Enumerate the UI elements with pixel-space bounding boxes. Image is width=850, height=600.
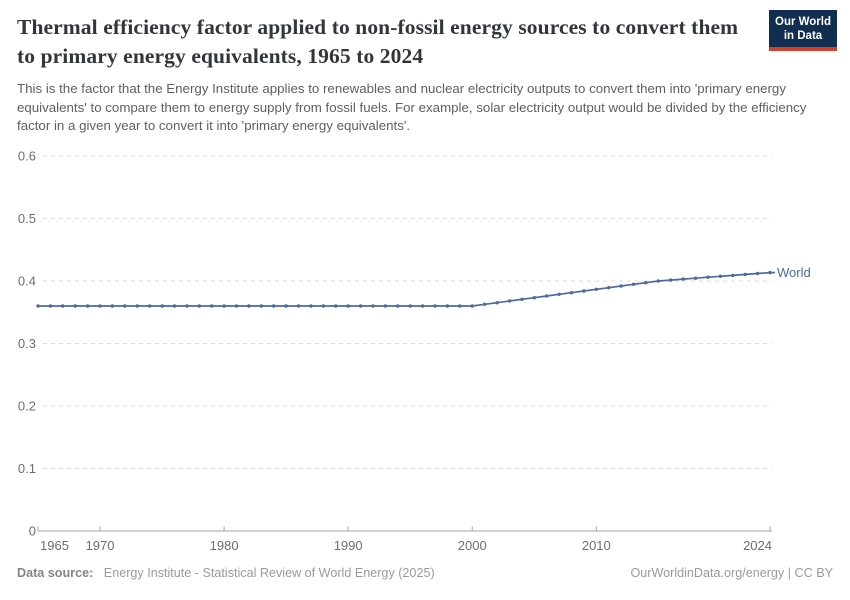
series-line-world[interactable] bbox=[38, 271, 771, 307]
data-point[interactable] bbox=[482, 302, 487, 306]
data-point[interactable] bbox=[247, 304, 251, 308]
data-point[interactable] bbox=[731, 273, 735, 278]
y-axis-tick-label: 0.5 bbox=[18, 211, 36, 226]
data-point[interactable] bbox=[718, 274, 723, 278]
owid-logo-line2: in Data bbox=[783, 30, 823, 42]
data-point[interactable] bbox=[36, 304, 40, 308]
data-point[interactable] bbox=[110, 304, 115, 308]
data-point[interactable] bbox=[210, 304, 214, 308]
data-point[interactable] bbox=[309, 304, 313, 308]
data-point[interactable] bbox=[284, 304, 288, 308]
data-point[interactable] bbox=[98, 304, 102, 308]
data-point[interactable] bbox=[420, 304, 425, 308]
x-axis-tick-label: 2010 bbox=[582, 538, 611, 553]
data-point[interactable] bbox=[383, 304, 388, 308]
y-axis-tick-label: 0.4 bbox=[18, 274, 36, 289]
data-point[interactable] bbox=[396, 304, 400, 308]
data-source-label: Data source: bbox=[17, 566, 94, 580]
data-point[interactable] bbox=[135, 304, 139, 308]
data-point[interactable] bbox=[408, 304, 412, 308]
data-point[interactable] bbox=[334, 304, 338, 308]
owid-logo[interactable]: Our World in Data bbox=[769, 10, 837, 51]
data-point[interactable] bbox=[259, 304, 263, 308]
data-source: Data source: Energy Institute - Statisti… bbox=[17, 566, 435, 580]
data-point[interactable] bbox=[607, 286, 611, 290]
y-axis-tick-label: 0.1 bbox=[18, 461, 36, 476]
data-point[interactable] bbox=[619, 284, 623, 288]
x-axis-tick-label: 1970 bbox=[86, 538, 115, 553]
y-axis-tick-label: 0.2 bbox=[18, 399, 36, 414]
data-point[interactable] bbox=[495, 301, 499, 305]
data-point[interactable] bbox=[532, 296, 536, 300]
data-point[interactable] bbox=[148, 304, 152, 308]
data-point[interactable] bbox=[644, 281, 648, 285]
data-point[interactable] bbox=[172, 304, 177, 308]
y-axis-tick-label: 0 bbox=[29, 524, 36, 539]
data-point[interactable] bbox=[507, 299, 512, 303]
owid-logo-line1: Our World bbox=[775, 16, 832, 28]
data-point[interactable] bbox=[272, 304, 276, 308]
data-point[interactable] bbox=[681, 277, 685, 281]
data-point[interactable] bbox=[545, 294, 549, 298]
data-point[interactable] bbox=[582, 289, 586, 293]
data-source-text: Energy Institute - Statistical Review of… bbox=[103, 566, 435, 580]
data-point[interactable] bbox=[594, 287, 598, 291]
chart-subtitle: This is the factor that the Energy Insti… bbox=[17, 81, 807, 133]
data-point[interactable] bbox=[755, 271, 760, 276]
data-point[interactable] bbox=[222, 304, 226, 308]
data-point[interactable] bbox=[656, 279, 660, 283]
x-axis-tick-label: 1980 bbox=[210, 538, 239, 553]
x-axis-tick-label: 1965 bbox=[40, 538, 69, 553]
data-point[interactable] bbox=[371, 304, 375, 308]
data-point[interactable] bbox=[520, 297, 524, 301]
data-point[interactable] bbox=[61, 304, 65, 308]
data-point[interactable] bbox=[743, 272, 747, 277]
data-point[interactable] bbox=[160, 304, 164, 308]
data-point[interactable] bbox=[185, 304, 189, 308]
data-point[interactable] bbox=[296, 304, 301, 308]
data-point[interactable] bbox=[85, 304, 90, 308]
x-axis-tick-label: 2000 bbox=[458, 538, 487, 553]
data-point[interactable] bbox=[706, 275, 710, 279]
x-axis-tick-label: 1990 bbox=[334, 538, 363, 553]
attribution[interactable]: OurWorldinData.org/energy | CC BY bbox=[630, 566, 833, 580]
x-axis-tick-label: 2024 bbox=[743, 538, 772, 553]
data-point[interactable] bbox=[358, 304, 363, 308]
data-point[interactable] bbox=[73, 304, 77, 308]
line-chart[interactable]: 0 0.1 0.2 0.3 0.4 0.5 0.6 1965 1970 1980 1990 2000 2… bbox=[0, 140, 850, 562]
data-point[interactable] bbox=[669, 278, 673, 282]
page-title: Thermal efficiency factor applied to non… bbox=[17, 15, 739, 68]
data-point[interactable] bbox=[346, 304, 350, 308]
data-point[interactable] bbox=[458, 304, 462, 308]
data-point[interactable] bbox=[470, 304, 474, 308]
data-point[interactable] bbox=[569, 291, 574, 295]
y-axis-tick-label: 0.3 bbox=[18, 336, 36, 351]
data-point[interactable] bbox=[123, 304, 127, 308]
data-point[interactable] bbox=[197, 304, 201, 308]
data-point[interactable] bbox=[234, 304, 239, 308]
data-point[interactable] bbox=[631, 282, 636, 286]
data-point[interactable] bbox=[445, 304, 450, 308]
chart-footer: Data source: Energy Institute - Statisti… bbox=[17, 566, 833, 580]
data-point[interactable] bbox=[557, 292, 561, 296]
data-point[interactable] bbox=[693, 276, 698, 280]
y-axis-tick-label: 0.6 bbox=[18, 149, 36, 164]
data-point[interactable] bbox=[48, 304, 53, 308]
data-point[interactable] bbox=[433, 304, 437, 308]
data-point[interactable] bbox=[321, 304, 326, 308]
series-label[interactable]: World bbox=[777, 265, 811, 280]
